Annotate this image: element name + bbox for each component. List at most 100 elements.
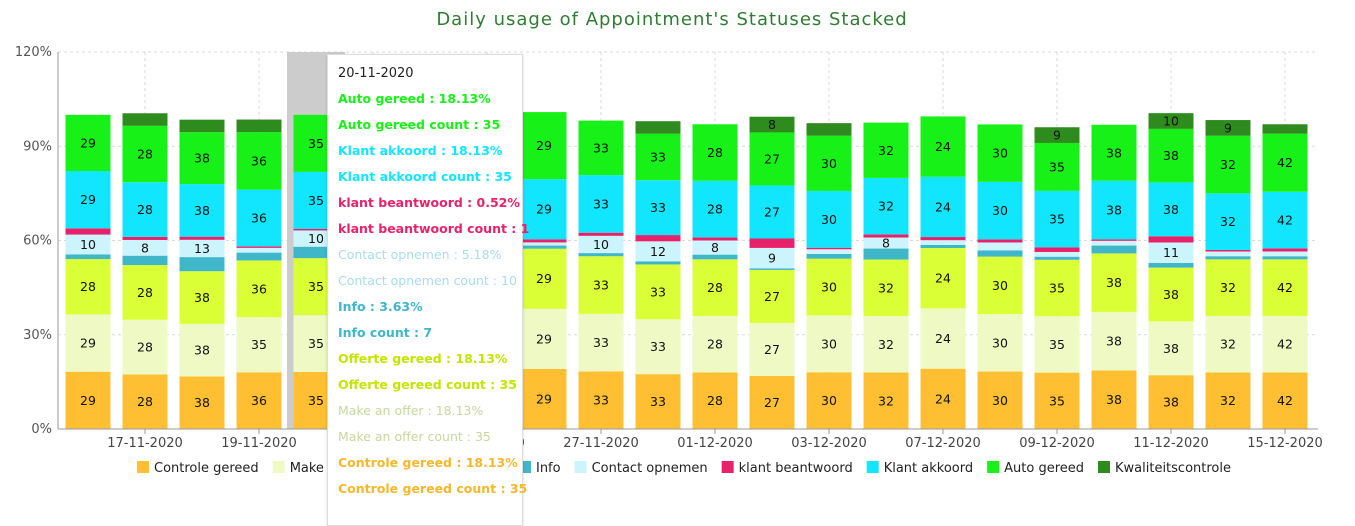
bar-segment[interactable]: [920, 240, 966, 245]
bar-segment[interactable]: [977, 250, 1023, 257]
bar-segment[interactable]: [1091, 253, 1137, 312]
bar-segment[interactable]: [1262, 256, 1308, 260]
bar-segment[interactable]: [122, 255, 168, 266]
bar-segment[interactable]: [977, 124, 1023, 182]
bar-segment[interactable]: [578, 313, 624, 372]
bar-segment[interactable]: [635, 241, 681, 262]
bar-segment[interactable]: [1262, 251, 1308, 257]
bar-segment[interactable]: [806, 253, 852, 259]
bar-segment[interactable]: [236, 260, 282, 318]
bar-segment[interactable]: [293, 228, 339, 231]
bar-segment[interactable]: [1091, 370, 1137, 429]
bar-segment[interactable]: [920, 237, 966, 241]
bar-segment[interactable]: [635, 264, 681, 320]
bar-segment[interactable]: [236, 132, 282, 190]
bar-segment[interactable]: [236, 189, 282, 247]
bar-segment[interactable]: [236, 372, 282, 429]
legend-label[interactable]: klant beantwoord: [739, 461, 853, 476]
bar-segment[interactable]: [749, 116, 795, 133]
bar-segment[interactable]: [977, 314, 1023, 372]
bar-segment[interactable]: [977, 181, 1023, 240]
bar-segment[interactable]: [122, 125, 168, 183]
bar-segment[interactable]: [635, 261, 681, 265]
bar-segment[interactable]: [578, 232, 624, 236]
bar-segment[interactable]: [806, 123, 852, 136]
bar-segment[interactable]: [863, 372, 909, 429]
bar-segment[interactable]: [578, 235, 624, 254]
bar-segment[interactable]: [692, 315, 738, 373]
bar-segment[interactable]: [1205, 249, 1251, 252]
bar-segment[interactable]: [122, 265, 168, 320]
bar-segment[interactable]: [65, 114, 111, 172]
bar-segment[interactable]: [1205, 120, 1251, 136]
bar-segment[interactable]: [806, 135, 852, 191]
bar-segment[interactable]: [1148, 182, 1194, 237]
bar-segment[interactable]: [977, 242, 1023, 251]
bar-segment[interactable]: [179, 119, 225, 133]
bar-segment[interactable]: [692, 254, 738, 260]
bar-segment[interactable]: [1148, 262, 1194, 268]
bar-segment[interactable]: [920, 308, 966, 369]
bar-segment[interactable]: [1148, 128, 1194, 183]
bar-segment[interactable]: [635, 374, 681, 429]
bar-segment[interactable]: [1034, 256, 1080, 260]
bar-segment[interactable]: [749, 132, 795, 186]
bar-segment[interactable]: [179, 271, 225, 324]
bar-segment[interactable]: [578, 371, 624, 429]
legend-label[interactable]: Kwaliteitscontrole: [1115, 461, 1231, 476]
bar-segment[interactable]: [977, 371, 1023, 429]
bar-segment[interactable]: [578, 175, 624, 233]
bar-segment[interactable]: [1034, 190, 1080, 248]
bar-segment[interactable]: [65, 371, 111, 429]
bar-segment[interactable]: [635, 121, 681, 134]
bar-segment[interactable]: [122, 239, 168, 256]
bar-segment[interactable]: [122, 182, 168, 237]
bar-segment[interactable]: [635, 235, 681, 242]
bar-segment[interactable]: [692, 259, 738, 316]
bar-segment[interactable]: [1148, 375, 1194, 429]
bar-segment[interactable]: [749, 269, 795, 323]
bar-segment[interactable]: [692, 180, 738, 238]
bar-segment[interactable]: [1205, 251, 1251, 257]
bar-segment[interactable]: [1034, 372, 1080, 429]
bar-segment[interactable]: [293, 246, 339, 259]
bar-segment[interactable]: [749, 268, 795, 270]
bar-segment[interactable]: [236, 246, 282, 248]
bar-segment[interactable]: [179, 236, 225, 240]
bar-segment[interactable]: [1148, 267, 1194, 322]
bar-segment[interactable]: [521, 242, 567, 246]
bar-segment[interactable]: [1205, 259, 1251, 316]
bar-segment[interactable]: [1262, 248, 1308, 252]
bar-segment[interactable]: [692, 240, 738, 255]
legend-label[interactable]: Klant akkoord: [884, 461, 973, 476]
bar-segment[interactable]: [578, 120, 624, 176]
bar-segment[interactable]: [65, 254, 111, 260]
bar-segment[interactable]: [806, 249, 852, 254]
bar-segment[interactable]: [1091, 240, 1137, 246]
bar-segment[interactable]: [65, 314, 111, 372]
bar-segment[interactable]: [1091, 124, 1137, 181]
bar-segment[interactable]: [1148, 113, 1194, 129]
bar-segment[interactable]: [635, 319, 681, 375]
bar-segment[interactable]: [1262, 124, 1308, 134]
bar-segment[interactable]: [521, 248, 567, 309]
bar-segment[interactable]: [1091, 311, 1137, 371]
bar-segment[interactable]: [920, 248, 966, 309]
bar-segment[interactable]: [920, 368, 966, 429]
bar-segment[interactable]: [692, 124, 738, 181]
bar-segment[interactable]: [1148, 242, 1194, 263]
bar-segment[interactable]: [65, 171, 111, 229]
bar-segment[interactable]: [521, 308, 567, 369]
bar-segment[interactable]: [1262, 259, 1308, 316]
bar-segment[interactable]: [1262, 133, 1308, 192]
bar-segment[interactable]: [863, 316, 909, 373]
bar-segment[interactable]: [179, 323, 225, 377]
legend-label[interactable]: Auto gereed: [1004, 461, 1084, 476]
bar-segment[interactable]: [1034, 316, 1080, 373]
bar-segment[interactable]: [1091, 239, 1137, 241]
bar-segment[interactable]: [749, 375, 795, 429]
bar-segment[interactable]: [179, 257, 225, 272]
bar-segment[interactable]: [179, 132, 225, 185]
bar-segment[interactable]: [1148, 321, 1194, 376]
bar-segment[interactable]: [1262, 372, 1308, 429]
